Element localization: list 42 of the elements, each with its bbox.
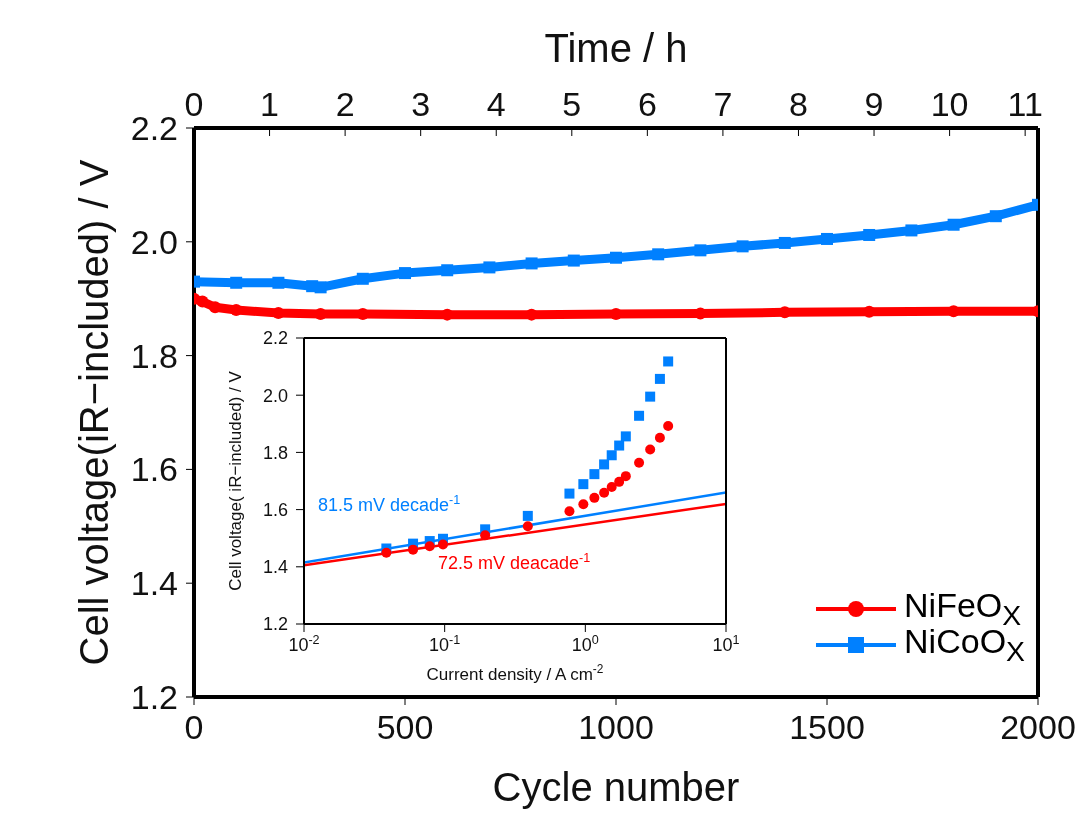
y-tick-label: 2.0 bbox=[262, 385, 288, 406]
x2-tick-label: 4 bbox=[486, 85, 506, 123]
x2-tick-label: 9 bbox=[864, 85, 884, 123]
x2-tick-label: 2 bbox=[335, 85, 355, 123]
x2-axis-title: Time / h bbox=[544, 26, 688, 70]
point bbox=[610, 308, 622, 321]
y-tick-label: 2.0 bbox=[130, 222, 178, 261]
annotation: 81.5 mV decade$^{-1}$ bbox=[318, 493, 461, 516]
x-tick-label: 10$^{-2}$ bbox=[288, 633, 320, 656]
x2-tick-label: 3 bbox=[411, 85, 431, 123]
x2-tick-label: 8 bbox=[789, 85, 808, 123]
y-tick-label: 1.4 bbox=[262, 557, 288, 578]
x-tick-label: 10$^{0}$ bbox=[571, 633, 599, 656]
x-tick-label: 10$^{-1}$ bbox=[429, 633, 461, 656]
point bbox=[196, 295, 209, 308]
y-tick-label: 1.2 bbox=[130, 677, 178, 716]
x-tick-label: 10$^{1}$ bbox=[712, 633, 740, 656]
x2-tick-label: 6 bbox=[637, 85, 657, 123]
y-tick-label: 1.4 bbox=[130, 564, 178, 603]
x-tick-label: 2000 bbox=[1000, 708, 1076, 747]
y-tick-label: 1.2 bbox=[262, 614, 288, 635]
y-axis-title: Cell voltage( iR−included) / V bbox=[226, 370, 246, 591]
y-tick-label: 2.2 bbox=[262, 328, 288, 349]
x2-tick-label: 7 bbox=[713, 85, 733, 123]
y-tick-label: 1.6 bbox=[130, 450, 178, 489]
x2-tick-label: 5 bbox=[562, 85, 582, 123]
x2-tick-label: 10 bbox=[930, 85, 969, 123]
x-tick-label: 1000 bbox=[578, 708, 654, 747]
y-tick-label: 1.8 bbox=[130, 336, 178, 375]
x2-tick-label: 11 bbox=[1007, 85, 1043, 123]
x-tick-label: 0 bbox=[184, 708, 204, 747]
y-tick-label: 1.8 bbox=[262, 442, 288, 463]
y-tick-label: 2.2 bbox=[130, 108, 178, 147]
y-tick-label: 1.6 bbox=[262, 499, 288, 520]
x-axis-title: Current density / A cm$^{-2}$ bbox=[426, 662, 604, 684]
x-tick-label: 1500 bbox=[789, 708, 865, 747]
x2-tick-label: 1 bbox=[260, 85, 280, 123]
x-axis-title: Cycle number bbox=[492, 765, 740, 809]
x2-tick-label: 0 bbox=[184, 85, 204, 123]
x-tick-label: 500 bbox=[376, 708, 434, 747]
annotation: 72.5 mV deacade$^{-1}$ bbox=[438, 551, 591, 574]
y-axis-title: Cell voltage(iR−included) / V bbox=[72, 159, 116, 666]
